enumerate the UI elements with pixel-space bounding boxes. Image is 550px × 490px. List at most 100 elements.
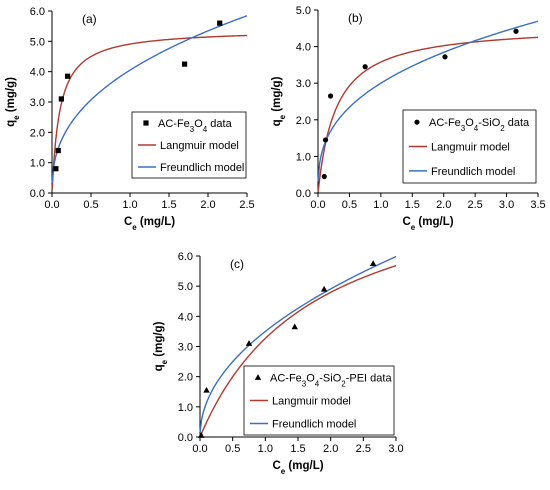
data-point xyxy=(327,93,334,99)
chart-panel-2: 0.0 0.5 1.0 1.5 2.0 2.5 3.0 3.5 0.0 1.0 2.0 3.0 4.0 5… xyxy=(271,5,546,232)
y-tick-label: 1.0 xyxy=(178,402,193,414)
y-axis-label-part: (mg/g) xyxy=(271,76,283,114)
langmuir-curve xyxy=(51,34,248,190)
y-axis-label-part: (mg/g) xyxy=(5,77,17,115)
x-tick-label: 1.5 xyxy=(290,443,305,455)
legend-marker xyxy=(143,120,149,126)
legend-label-part: 4 xyxy=(203,125,208,134)
panel-label: (a) xyxy=(82,12,97,26)
freundlich-curve xyxy=(51,15,248,183)
y-tick-label: 1.0 xyxy=(30,158,45,170)
x-axis-label-part: C xyxy=(124,216,132,228)
legend-label: Freundlich model xyxy=(431,166,515,178)
y-tick-label: 3.0 xyxy=(178,342,193,354)
x-tick-label: 0.5 xyxy=(83,199,98,211)
x-tick-label: 2.5 xyxy=(356,443,371,455)
y-tick-label: 5.0 xyxy=(296,5,311,17)
legend-label-part: AC-Fe xyxy=(429,117,461,129)
y-axis-label-part: (mg/g) xyxy=(153,321,165,359)
legend-label-part: AC-Fe xyxy=(158,118,190,130)
legend-label-part: -SiO xyxy=(478,117,500,129)
y-tick-label: 1.0 xyxy=(296,151,311,163)
legend-label-part: AC-Fe xyxy=(270,373,302,385)
x-axis-label-part: (mg/L) xyxy=(137,216,175,228)
y-tick-label: 0.0 xyxy=(30,188,45,200)
freundlich-curve xyxy=(199,255,397,432)
legend: AC-Fe3O4 data Langmuir model Freundlich mo… xyxy=(131,111,247,179)
y-tick-label: 4.0 xyxy=(296,42,311,54)
legend-label-part: 4 xyxy=(474,124,479,133)
x-tick-label: 3.0 xyxy=(388,443,403,455)
x-tick-label: 2.0 xyxy=(436,199,451,211)
legend-label: Langmuir model xyxy=(160,140,239,152)
y-axis-label: qe (mg/g) xyxy=(5,77,21,127)
y-tick-label: 0.0 xyxy=(296,188,311,200)
y-axis-label-part: e xyxy=(278,114,287,119)
legend-label-part: -PEI data xyxy=(346,373,393,385)
y-tick-label: 2.0 xyxy=(30,127,45,139)
x-tick-label: 0.0 xyxy=(310,199,325,211)
y-tick-label: 3.0 xyxy=(296,78,311,90)
legend-label-part: 3 xyxy=(302,379,307,388)
legend-marker xyxy=(414,119,420,125)
langmuir-curve xyxy=(199,265,397,437)
legend-label: Freundlich model xyxy=(160,162,244,174)
x-axis-label-part: e xyxy=(281,467,286,476)
data-point xyxy=(198,432,205,438)
data-point xyxy=(322,137,329,143)
x-tick-label: 2.5 xyxy=(239,199,254,211)
x-tick-label: 3.5 xyxy=(530,199,545,211)
x-axis-label: Ce (mg/L) xyxy=(124,216,175,232)
x-tick-label: 0.0 xyxy=(44,199,59,211)
legend-label-part: 3 xyxy=(190,125,195,134)
data-point xyxy=(442,54,448,60)
legend-label-part: O xyxy=(306,373,315,385)
legend-label: AC-Fe3O4-SiO2 data xyxy=(429,117,530,132)
freundlich-curve xyxy=(317,20,539,182)
y-axis-label: qe (mg/g) xyxy=(271,76,287,126)
x-axis-label-part: e xyxy=(411,223,416,232)
data-point xyxy=(513,28,519,34)
legend-label: AC-Fe3O4 data xyxy=(158,118,233,134)
y-tick-label: 0.0 xyxy=(178,432,193,444)
legend-label-part: data xyxy=(505,117,530,129)
legend-label-part: 3 xyxy=(461,124,466,133)
x-tick-label: 1.0 xyxy=(258,443,273,455)
x-tick-label: 3.0 xyxy=(499,199,514,211)
legend-label-part: 2 xyxy=(341,379,346,388)
y-tick-label: 6.0 xyxy=(178,251,193,263)
y-axis-label-part: q xyxy=(5,120,17,127)
data-point xyxy=(321,173,327,180)
y-tick-label: 2.0 xyxy=(178,372,193,384)
langmuir-curve xyxy=(317,36,539,192)
x-axis-label-part: C xyxy=(272,460,280,472)
x-tick-label: 2.0 xyxy=(200,199,215,211)
panel-label: (b) xyxy=(348,11,363,25)
legend: AC-Fe3O4-SiO2 data Langmuir model Freundli… xyxy=(402,109,537,184)
data-point xyxy=(203,386,210,393)
legend-label: Freundlich model xyxy=(272,419,356,431)
x-tick-label: 1.5 xyxy=(161,199,176,211)
y-tick-label: 4.0 xyxy=(30,67,45,79)
data-point xyxy=(53,166,59,172)
legend-label: AC-Fe3O4-SiO2-PEI data xyxy=(270,373,392,389)
x-axis-label: Ce (mg/L) xyxy=(402,216,453,232)
legend-label-part: 4 xyxy=(315,379,320,388)
data-point xyxy=(320,285,328,292)
legend: AC-Fe3O4-SiO2-PEI data Langmuir model Freu… xyxy=(243,365,395,436)
y-axis-label-part: q xyxy=(271,119,283,126)
x-tick-label: 2.0 xyxy=(323,443,338,455)
data-point xyxy=(182,61,188,67)
chart-panel-1: 0.0 0.5 1.0 1.5 2.0 2.5 0.0 1.0 2.0 3.0 4.0 5.0 6.0 C… xyxy=(5,6,255,232)
y-axis-label-part: q xyxy=(153,364,165,371)
x-tick-label: 1.0 xyxy=(122,199,137,211)
legend-box xyxy=(243,365,395,436)
legend-marker xyxy=(254,374,262,380)
legend-label-part: O xyxy=(465,117,474,129)
x-tick-label: 0.5 xyxy=(225,443,240,455)
y-tick-label: 6.0 xyxy=(30,6,45,18)
y-tick-label: 2.0 xyxy=(296,115,311,127)
data-point xyxy=(362,64,368,70)
y-tick-label: 5.0 xyxy=(30,36,45,48)
